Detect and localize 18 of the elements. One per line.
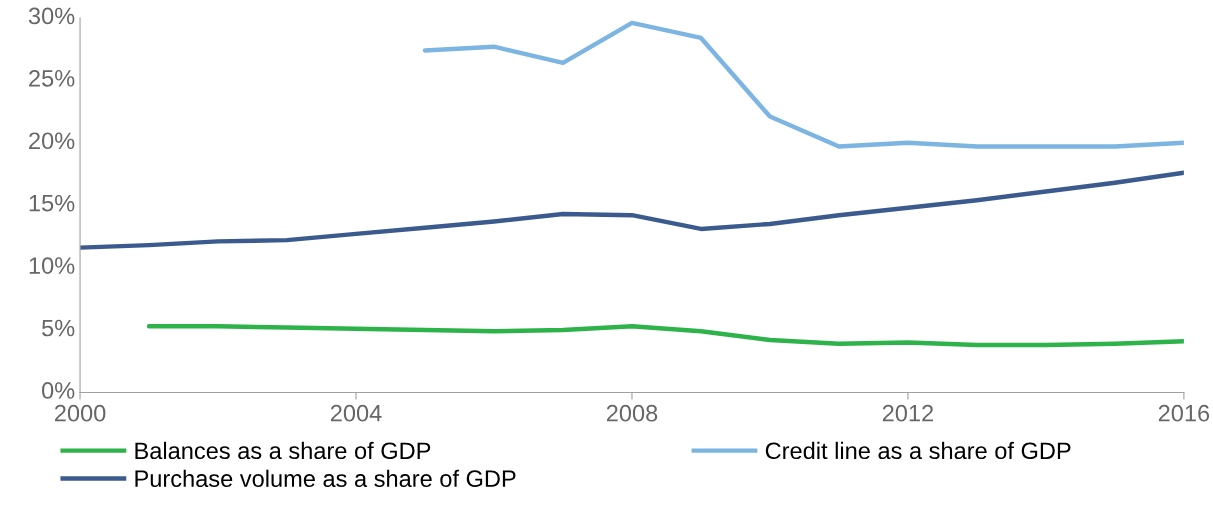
x-tick-label: 2000 <box>54 404 106 422</box>
x-tick-label: 2008 <box>606 404 658 422</box>
y-tick-label: 0% <box>41 382 75 399</box>
y-tick-label: 10% <box>29 257 75 274</box>
legend-label: Balances as a share of GDP <box>135 441 431 460</box>
legend-label: Credit line as a share of GDP <box>765 441 1071 460</box>
line-series <box>422 20 1184 149</box>
line-series <box>146 324 1184 348</box>
y-tick-label: 30% <box>28 7 75 25</box>
y-tick-label: 25% <box>29 69 75 87</box>
line-series <box>80 170 1184 250</box>
x-tick-label: 2004 <box>330 404 382 422</box>
legend-label: Purchase volume as a share of GDP <box>135 469 516 488</box>
y-tick-label: 5% <box>42 319 75 337</box>
x-tick-label: 2016 <box>1158 404 1210 422</box>
y-tick-label: 20% <box>29 132 75 150</box>
x-tick-label: 2012 <box>882 404 934 422</box>
y-tick-label: 15% <box>29 194 75 212</box>
